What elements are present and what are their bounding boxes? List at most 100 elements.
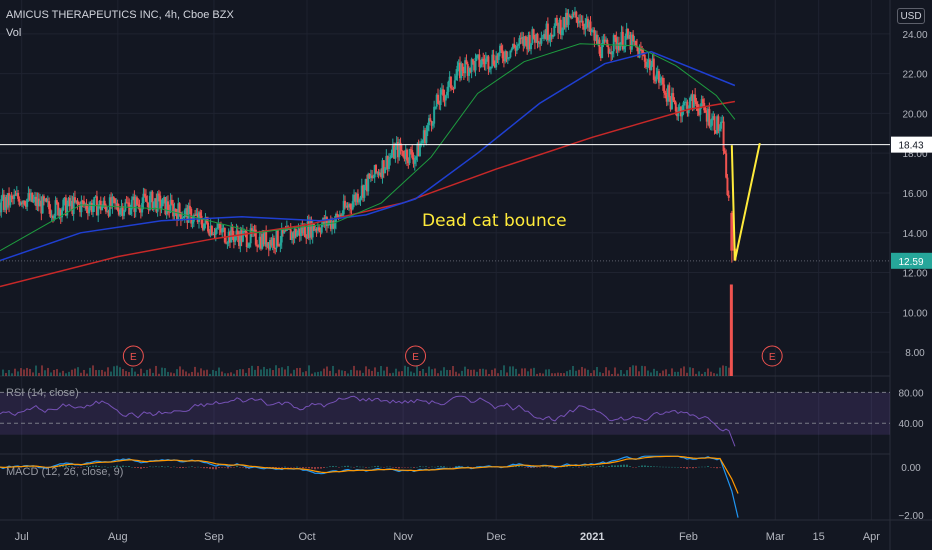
volume-bar <box>332 365 334 376</box>
macd-histogram-bar <box>713 467 715 468</box>
candle-body <box>500 45 503 51</box>
candle-body <box>506 57 509 60</box>
candle-body <box>718 128 721 131</box>
candle-body <box>387 158 390 169</box>
volume-bar <box>437 373 439 376</box>
candle-body <box>10 195 13 197</box>
candle-body <box>346 205 349 208</box>
candle-body <box>474 57 477 71</box>
macd-histogram-bar <box>371 466 373 468</box>
macd-histogram-bar <box>113 466 115 468</box>
candle-body <box>576 17 579 24</box>
macd-histogram-bar <box>701 466 703 468</box>
candle-body <box>708 109 711 127</box>
volume-bar <box>479 368 481 376</box>
candle-body <box>434 106 437 108</box>
macd-histogram-bar <box>275 467 277 469</box>
candle-body <box>160 206 163 210</box>
macd-histogram-bar <box>104 466 106 468</box>
volume-bar <box>383 370 385 376</box>
volume-bar <box>563 373 565 376</box>
candle-body <box>411 150 414 158</box>
volume-bar <box>122 369 124 376</box>
candle-body <box>539 42 542 44</box>
volume-bar <box>410 371 412 376</box>
candle-body <box>660 77 663 82</box>
macd-histogram-bar <box>341 466 343 468</box>
candle-body <box>427 118 430 126</box>
candle-body <box>509 50 512 58</box>
volume-bar <box>56 369 58 376</box>
candle-body <box>460 63 463 79</box>
candle-body <box>568 15 571 17</box>
volume-bar <box>107 367 109 376</box>
candle-body <box>466 63 469 76</box>
volume-bar <box>293 369 295 376</box>
candle-body <box>514 47 517 51</box>
candle-body <box>648 59 651 70</box>
volume-bar <box>632 365 634 376</box>
candle-body <box>296 232 299 237</box>
candle-body <box>107 211 110 216</box>
volume-bar <box>539 372 541 376</box>
macd-histogram-bar <box>575 466 577 468</box>
volume-bar <box>182 369 184 376</box>
x-tick-label: 15 <box>813 531 825 543</box>
candle-body <box>24 204 27 207</box>
candle-body <box>371 175 374 179</box>
candle-body <box>336 214 339 216</box>
volume-bar <box>32 372 34 376</box>
candle-body <box>577 20 580 24</box>
candle-body <box>690 94 693 98</box>
candle-body <box>667 85 670 102</box>
candle-body <box>546 23 549 40</box>
candle-body <box>201 224 204 230</box>
candle-body <box>535 33 538 43</box>
candle-body <box>725 153 728 178</box>
candle-body <box>146 201 149 203</box>
candle-body <box>501 50 504 59</box>
volume-bar <box>113 366 115 376</box>
candle-body <box>440 89 443 91</box>
candle-body <box>382 160 385 174</box>
candle-body <box>9 195 12 206</box>
volume-bar <box>548 369 550 376</box>
candle-body <box>275 230 278 249</box>
candle-body <box>235 230 238 237</box>
candle-body <box>492 54 495 65</box>
candle-body <box>32 199 35 202</box>
macd-histogram-bar <box>602 465 604 468</box>
volume-bar <box>260 369 262 376</box>
volume-bar <box>623 373 625 376</box>
candle-body <box>49 209 52 217</box>
candle-body <box>68 198 71 207</box>
bounce-trendline <box>730 142 761 261</box>
macd-histogram-bar <box>185 467 187 468</box>
candle-body <box>448 76 451 82</box>
macd-tick-label: 0.00 <box>901 463 921 474</box>
rsi-label: RSI (14, close) <box>6 387 79 399</box>
volume-bar <box>47 367 49 376</box>
macd-histogram-bar <box>407 467 409 468</box>
candle-body <box>630 34 633 50</box>
macd-histogram-bar <box>668 466 670 468</box>
volume-bar <box>677 371 679 376</box>
y-tick-label: 12.00 <box>902 269 927 280</box>
x-tick-label: 2021 <box>580 531 604 543</box>
macd-histogram-bar <box>107 466 109 468</box>
candle-body <box>403 156 406 159</box>
volume-bar <box>524 368 526 376</box>
candle-body <box>297 228 300 233</box>
candle-body <box>36 198 39 207</box>
candle-body <box>46 201 49 203</box>
macd-histogram-bar <box>92 465 94 468</box>
candle-body <box>672 93 675 101</box>
candle-body <box>524 36 527 41</box>
candle-body <box>701 99 704 104</box>
macd-histogram-bar <box>596 466 598 468</box>
candle-body <box>691 94 694 110</box>
rsi-tick-label: 80.00 <box>898 388 923 399</box>
volume-bar <box>140 368 142 376</box>
currency-button[interactable]: USD <box>897 8 925 24</box>
